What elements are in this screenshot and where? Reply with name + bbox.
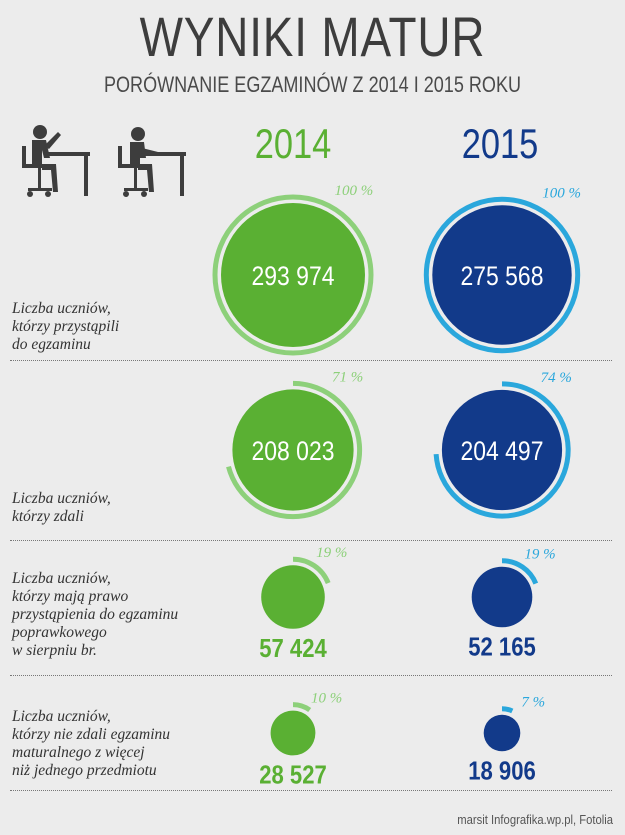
row-label: Liczba uczniów, którzy nie zdali egzaminu… xyxy=(12,708,170,780)
bubble-2015-row-2 xyxy=(441,389,563,511)
students-illustration xyxy=(22,125,186,197)
student-at-desk-icon xyxy=(118,127,186,197)
row-label-line: niż jednego przedmiotu xyxy=(12,762,157,779)
bubble-2014-row-4 xyxy=(270,710,316,756)
row-label-line: poprawkowego xyxy=(12,624,107,641)
percent-arc xyxy=(501,706,514,714)
percent-arc xyxy=(501,558,539,585)
percent-label: 74 % xyxy=(541,370,572,386)
row-label-line: którzy nie zdali egzaminu xyxy=(12,726,170,743)
row-label-line: do egzaminu xyxy=(12,336,91,353)
percent-arc xyxy=(433,381,571,519)
value-label: 18 906 xyxy=(468,757,536,786)
percent-arc xyxy=(292,556,331,585)
value-label: 208 023 xyxy=(252,436,335,466)
row-label-line: przystąpienia do egzaminu xyxy=(12,606,179,623)
value-label: 57 424 xyxy=(259,634,327,663)
source-credit: marsit Infografika.wp.pl, Fotolia xyxy=(457,813,613,827)
page-subtitle: PORÓWNANIE EGZAMINÓW Z 2014 I 2015 ROKU xyxy=(103,72,522,97)
percent-label: 19 % xyxy=(316,545,347,561)
percent-label: 71 % xyxy=(332,369,363,385)
row-label-line: w sierpniu br. xyxy=(12,642,97,659)
bubble-2015-row-4 xyxy=(483,714,521,752)
bubble-2015-row-3 xyxy=(471,566,533,628)
row-label: Liczba uczniów, którzy mają prawo przystąp… xyxy=(12,570,178,660)
percent-label: 10 % xyxy=(311,691,342,707)
value-label: 275 568 xyxy=(461,261,544,291)
percent-label: 100 % xyxy=(542,185,581,201)
percent-arc xyxy=(292,702,312,713)
bubble-2015-row-1 xyxy=(432,205,572,345)
row-label: Liczba uczniów, którzy zdali xyxy=(12,490,111,526)
year-2014-heading: 2014 xyxy=(254,120,332,167)
row-divider xyxy=(10,540,612,541)
page-title: WYNIKI MATUR xyxy=(139,5,486,68)
row-label-line: którzy mają prawo xyxy=(12,588,129,605)
percent-label: 7 % xyxy=(521,695,545,711)
percent-arc xyxy=(423,196,581,354)
bubble-2014-row-2 xyxy=(232,389,354,511)
row-label-line: maturalnego z więcej xyxy=(12,744,145,761)
percent-arc xyxy=(226,380,363,520)
percent-label: 19 % xyxy=(524,547,555,563)
percent-label: 100 % xyxy=(335,183,374,199)
row-label-line: Liczba uczniów, xyxy=(12,300,111,317)
row-label-line: Liczba uczniów, xyxy=(12,490,111,507)
student-at-desk-icon xyxy=(22,125,90,197)
value-label: 293 974 xyxy=(252,261,335,291)
row-label-line: Liczba uczniów, xyxy=(12,708,111,725)
bubble-2014-row-1 xyxy=(221,203,365,347)
value-label: 52 165 xyxy=(468,633,536,662)
row-label: Liczba uczniów, którzy przystąpili do egza… xyxy=(12,300,119,354)
row-label-line: którzy zdali xyxy=(12,508,84,525)
row-label-line: którzy przystąpili xyxy=(12,318,120,335)
year-2015-heading: 2015 xyxy=(461,120,539,167)
value-label: 28 527 xyxy=(259,761,327,790)
row-divider xyxy=(10,360,612,361)
row-label-line: Liczba uczniów, xyxy=(12,570,111,587)
value-label: 204 497 xyxy=(461,436,544,466)
bubble-2014-row-3 xyxy=(261,565,325,629)
row-divider xyxy=(10,675,612,676)
row-divider xyxy=(10,790,612,791)
percent-arc xyxy=(212,194,374,356)
